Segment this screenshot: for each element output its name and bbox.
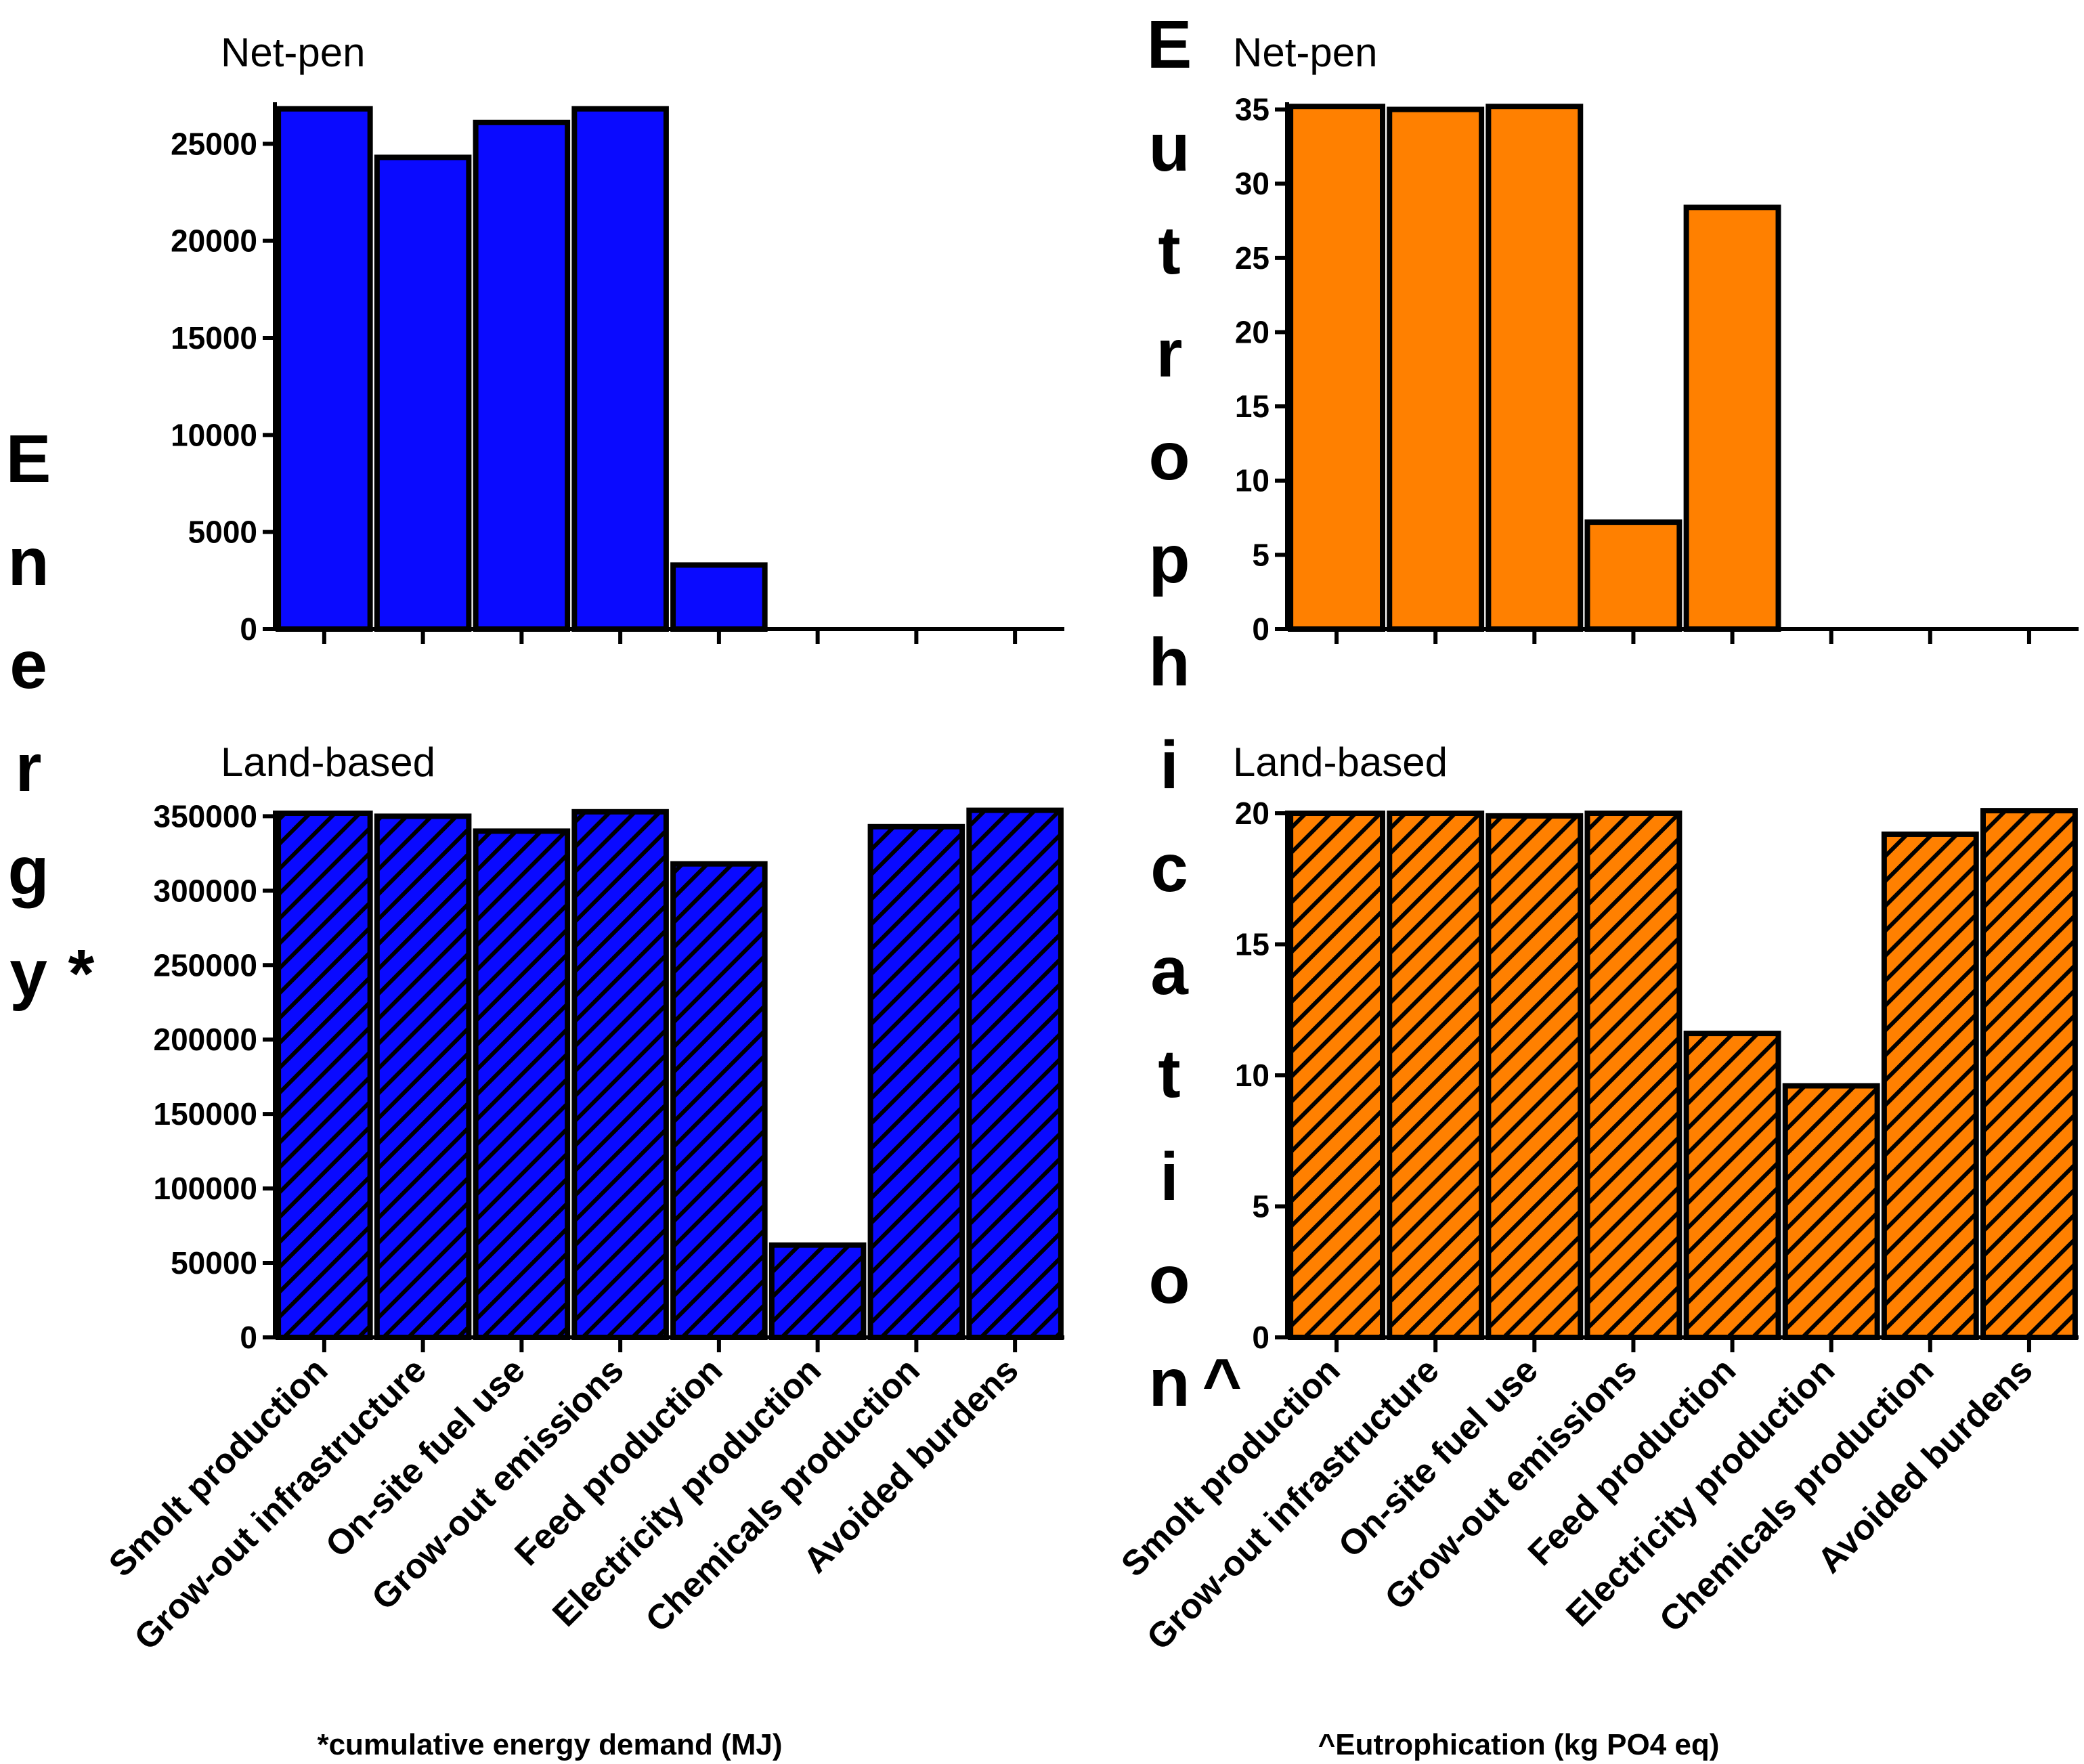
- vertical-label-letter: o: [1148, 1242, 1190, 1318]
- vertical-label-letter: h: [1148, 624, 1190, 700]
- chart-energy-land: Land-based 0 50000 100000 150000 200000 250000…: [102, 739, 1064, 1658]
- vertical-label-letter: e: [9, 627, 47, 703]
- eutrophication-footnote: ^Eutrophication (kg PO4 eq): [1318, 1728, 1720, 1761]
- y-tick-label: 25000: [171, 126, 257, 161]
- vertical-label-letter: t: [1158, 1036, 1180, 1112]
- y-tick-label: 35: [1235, 92, 1269, 127]
- y-tick-label: 5: [1252, 537, 1269, 572]
- y-tick-label: 0: [240, 1320, 257, 1355]
- bar-eutro-land-6: [1881, 831, 1979, 1340]
- bar-energy-land-3: [571, 809, 669, 1340]
- y-tick-label: 15: [1235, 927, 1269, 962]
- y-tick-label: 20: [1235, 314, 1269, 349]
- vertical-label-letter: ^: [1202, 1345, 1242, 1421]
- vertical-label-letter: E: [1147, 7, 1192, 83]
- y-tick-label: 100000: [154, 1171, 258, 1206]
- vertical-label-letter: c: [1150, 830, 1188, 906]
- energy-footnote: *cumulative energy demand (MJ): [317, 1728, 782, 1761]
- y-tick-label: 150000: [154, 1096, 258, 1132]
- bar-eutro-land-1: [1387, 811, 1485, 1340]
- bar-energy-netpen-2: [473, 119, 571, 632]
- y-tick-label: 5: [1252, 1189, 1269, 1224]
- vertical-label-letter: a: [1150, 933, 1189, 1009]
- bar-eutro-land-4: [1683, 1031, 1781, 1340]
- bar-energy-netpen-3: [571, 106, 669, 632]
- vertical-label-letter: o: [1148, 418, 1190, 494]
- y-tick-label: 10: [1235, 463, 1269, 498]
- bar-eutro-netpen-3: [1584, 519, 1683, 632]
- y-tick-label: 10000: [171, 417, 257, 452]
- chart-title: Net-pen: [1233, 30, 1377, 75]
- y-tick-label: 25: [1235, 240, 1269, 276]
- bar-energy-land-7: [966, 807, 1064, 1340]
- vertical-label-letter: r: [16, 730, 42, 806]
- bar-eutro-land-0: [1288, 811, 1386, 1340]
- bar-eutro-land-2: [1485, 813, 1584, 1340]
- bar-energy-land-4: [670, 861, 768, 1340]
- vertical-label-letter: n: [1148, 1345, 1190, 1421]
- bar-energy-land-5: [768, 1242, 867, 1340]
- eutrophication-axis-vertical-label: Eutrophication ^: [1147, 7, 1242, 1421]
- chart-title: Net-pen: [221, 30, 365, 75]
- bar-energy-land-2: [473, 828, 571, 1340]
- bar-eutro-netpen-0: [1288, 104, 1386, 632]
- vertical-label-letter: *: [68, 936, 95, 1012]
- vertical-label-letter: i: [1160, 727, 1179, 803]
- chart-energy-netpen: Net-pen 0 5000 10000 15000 20000 25000: [171, 30, 1064, 647]
- y-tick-label: 15: [1235, 389, 1269, 424]
- bar-energy-land-0: [276, 811, 373, 1340]
- bar-energy-netpen-4: [670, 562, 768, 632]
- bar-energy-netpen-1: [374, 154, 472, 632]
- vertical-label-letter: n: [7, 524, 49, 600]
- vertical-label-letter: y: [9, 936, 47, 1012]
- y-tick-label: 20000: [171, 223, 257, 259]
- y-tick-label: 5000: [188, 515, 257, 550]
- bar-eutro-land-7: [1980, 808, 2078, 1340]
- y-tick-label: 10: [1235, 1058, 1269, 1093]
- vertical-label-letter: i: [1160, 1139, 1179, 1215]
- chart-title: Land-based: [1233, 739, 1448, 785]
- chart-eutro-netpen: Net-pen 0 5 10 15 20 25 30 35: [1233, 30, 2079, 647]
- vertical-label-letter: r: [1156, 316, 1183, 391]
- bar-energy-netpen-0: [276, 106, 373, 632]
- y-tick-label: 20: [1235, 796, 1269, 831]
- bar-eutro-land-3: [1584, 811, 1683, 1340]
- bar-energy-land-6: [867, 823, 965, 1340]
- y-tick-label: 250000: [154, 947, 258, 983]
- vertical-label-letter: t: [1158, 213, 1180, 288]
- vertical-label-letter: g: [7, 833, 49, 909]
- y-tick-label: 0: [1252, 1320, 1269, 1355]
- bar-eutro-land-5: [1782, 1083, 1880, 1340]
- y-tick-label: 30: [1235, 166, 1269, 201]
- bar-energy-land-1: [374, 813, 472, 1340]
- y-tick-label: 0: [240, 611, 257, 647]
- vertical-label-letter: E: [6, 421, 51, 497]
- y-tick-label: 50000: [171, 1245, 257, 1281]
- chart-title: Land-based: [221, 739, 435, 785]
- vertical-label-letter: u: [1148, 110, 1190, 186]
- y-tick-label: 350000: [154, 798, 258, 834]
- charts-layer: Net-pen0500010000150002000025000Land-bas…: [102, 30, 2079, 1658]
- y-tick-label: 200000: [154, 1022, 258, 1057]
- bar-eutro-netpen-1: [1387, 106, 1485, 632]
- bar-eutro-netpen-4: [1683, 205, 1781, 632]
- vertical-label-letter: p: [1148, 521, 1190, 597]
- y-tick-label: 0: [1252, 611, 1269, 647]
- y-tick-label: 300000: [154, 873, 258, 908]
- bar-eutro-netpen-2: [1485, 104, 1584, 632]
- y-tick-label: 15000: [171, 320, 257, 356]
